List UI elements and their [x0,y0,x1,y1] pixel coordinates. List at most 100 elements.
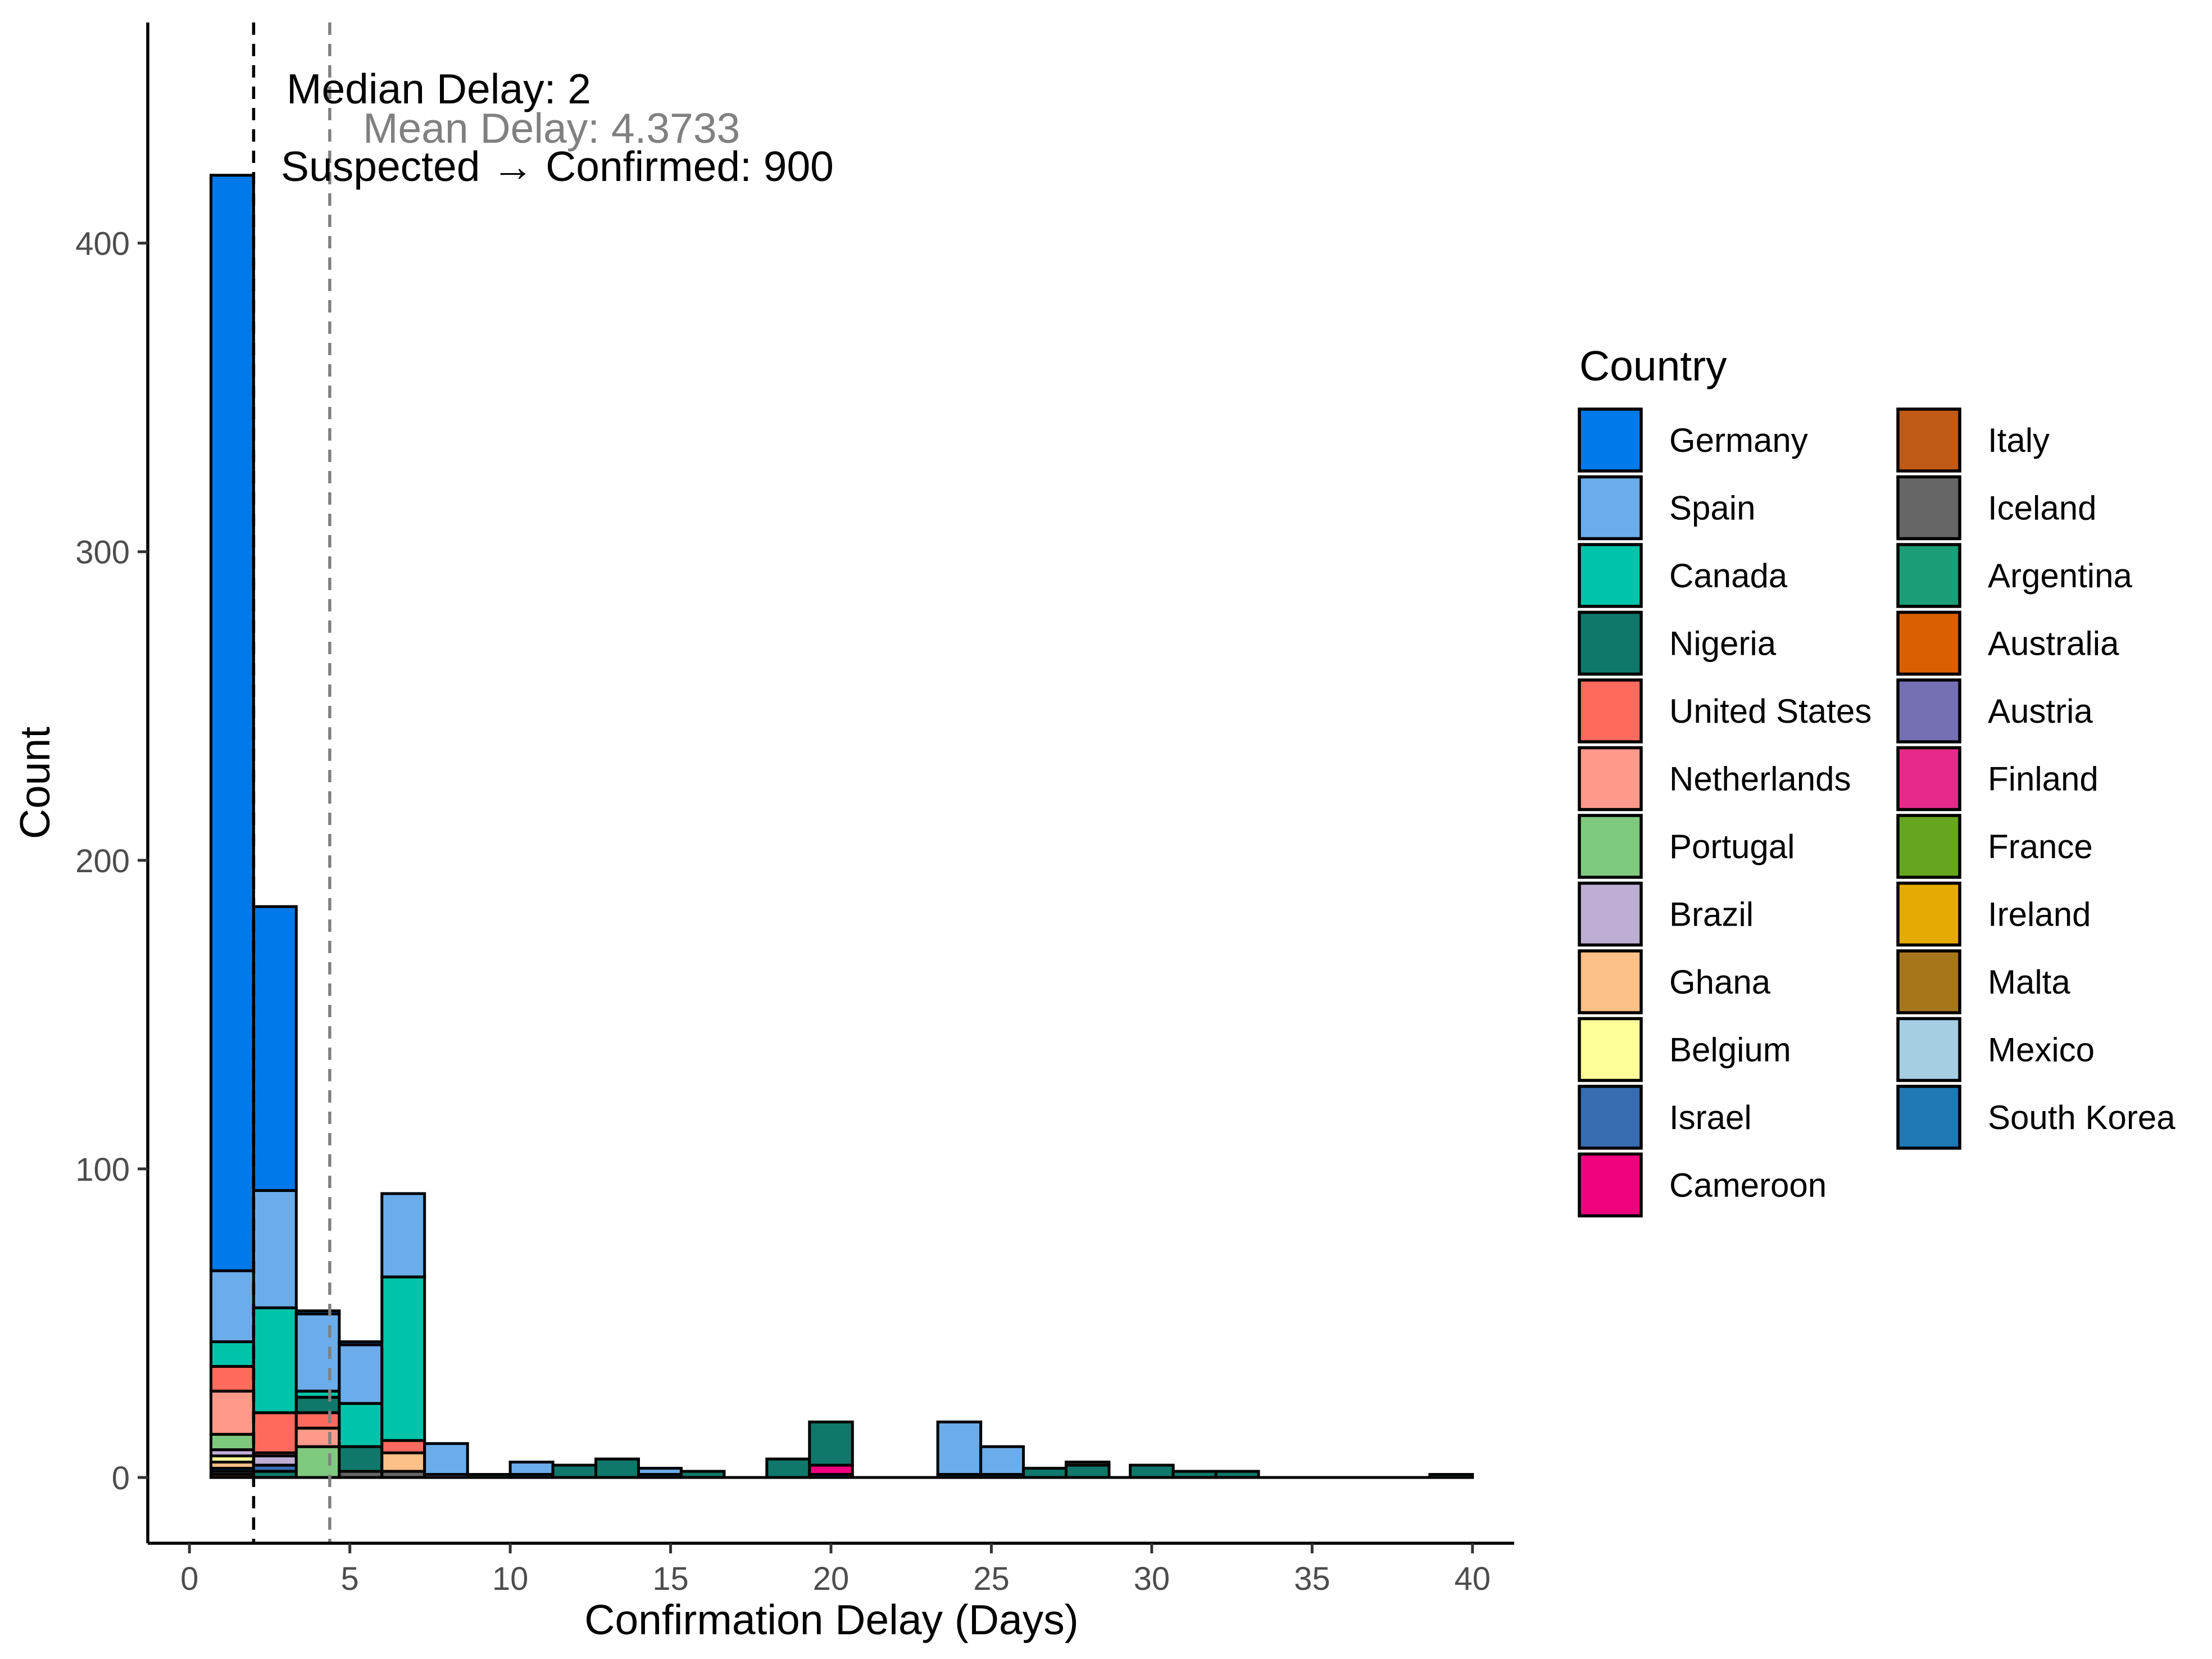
bar-segment-united-states [296,1413,339,1428]
legend-label: Spain [1669,489,1755,527]
legend-key [1579,545,1641,606]
bar-segment-portugal [211,1434,253,1449]
bar-segment-spain [296,1314,339,1391]
bar-3 [339,1341,382,1477]
bar-segment-spain [339,1345,382,1403]
x-tick-label: 20 [813,1561,850,1597]
legend-key [1898,815,1960,877]
legend-key [1898,477,1960,539]
y-tick-label: 0 [112,1460,130,1497]
legend-key [1579,1019,1641,1081]
legend-key [1579,1154,1641,1216]
bar-2 [296,1311,339,1478]
legend-key [1898,613,1960,674]
legend-label: South Korea [1988,1099,2175,1136]
legend-label: Australia [1988,625,2119,663]
bar-segment-nigeria [767,1459,810,1477]
y-tick-label: 200 [75,843,130,880]
bar-segment-spain [382,1194,425,1277]
legend-key [1579,815,1641,877]
legend-key [1579,883,1641,945]
bar-segment-portugal [296,1447,339,1477]
legend-label: Cameroon [1669,1167,1827,1204]
x-tick-label: 0 [180,1561,198,1597]
legend-label: Canada [1669,557,1788,595]
legend-label: Germany [1669,421,1808,459]
bar-segment-spain [638,1468,681,1475]
bar-segment-nigeria [1066,1465,1109,1477]
bar-7 [510,1462,553,1477]
legend-label: Ireland [1988,896,2091,933]
bar-5 [425,1444,467,1477]
bar-17 [1066,1462,1109,1477]
legend-key [1898,1086,1960,1148]
bar-13 [810,1422,852,1477]
legend-label: Brazil [1669,896,1754,933]
bar-segment-nigeria [339,1447,382,1471]
legend-label: Malta [1988,963,2070,1001]
x-tick-label: 10 [492,1561,529,1597]
legend-label: Finland [1988,760,2099,798]
bar-segment-germany [296,1311,339,1314]
bar-segment-nigeria [1130,1465,1173,1477]
bar-segment-iceland [1066,1462,1109,1465]
bar-1 [253,906,296,1477]
x-tick-label: 35 [1294,1561,1330,1597]
bar-8 [553,1465,596,1477]
legend-key [1898,951,1960,1013]
bar-segment-ghana [382,1453,425,1471]
x-tick-label: 15 [652,1561,689,1597]
bar-segment-united-states [253,1413,296,1453]
legend-key [1898,409,1960,471]
bar-segment-germany [339,1341,382,1344]
x-tick-label: 25 [973,1561,1010,1597]
bar-segment-netherlands [211,1391,253,1434]
legend-key [1898,545,1960,606]
bar-18 [1130,1465,1173,1477]
bar-segment-nigeria [596,1459,639,1477]
legend-label: Italy [1988,421,2050,459]
legend-label: Ghana [1669,963,1771,1001]
legend-label: Mexico [1988,1031,2095,1069]
bar-segment-spain [211,1271,253,1341]
bar-segment-nigeria [553,1465,596,1477]
bar-segment-spain [938,1422,980,1474]
y-tick-label: 400 [75,226,130,262]
x-tick-label: 5 [341,1561,359,1597]
legend-key [1579,613,1641,674]
bar-segment-united-states [211,1366,253,1391]
bar-segment-netherlands [296,1428,339,1447]
x-tick-label: 40 [1455,1561,1491,1597]
legend-label: Netherlands [1669,760,1851,798]
bar-segment-united-states [382,1440,425,1453]
x-tick-label: 30 [1134,1561,1170,1597]
suspected-confirmed-label: Suspected → Confirmed: 900 [281,143,834,190]
bar-segment-spain [253,1190,296,1308]
y-tick-label: 300 [75,534,130,571]
bar-segment-spain [425,1444,467,1475]
legend-label: Austria [1988,692,2093,730]
legend-label: Argentina [1988,557,2132,595]
bar-0 [211,175,253,1477]
legend-label: United States [1669,692,1872,730]
y-tick-label: 100 [75,1152,130,1188]
bar-segment-spain [981,1447,1024,1474]
y-axis-title: Count [11,727,58,839]
legend-key [1579,951,1641,1013]
legend-key [1579,680,1641,742]
bar-4 [382,1194,425,1477]
legend-label: Portugal [1669,828,1795,865]
legend-label: Belgium [1669,1031,1791,1069]
legend-label: Nigeria [1669,625,1777,663]
bar-segment-germany [211,175,253,1271]
bar-segment-canada [339,1403,382,1447]
legend-key [1898,883,1960,945]
x-axis-title: Confirmation Delay (Days) [584,1596,1078,1643]
bar-segment-nigeria [296,1397,339,1412]
bar-segment-canada [382,1277,425,1440]
legend-key [1579,477,1641,539]
bar-14 [938,1422,980,1477]
bar-segment-nigeria [810,1422,852,1465]
bar-segment-germany [253,906,296,1190]
